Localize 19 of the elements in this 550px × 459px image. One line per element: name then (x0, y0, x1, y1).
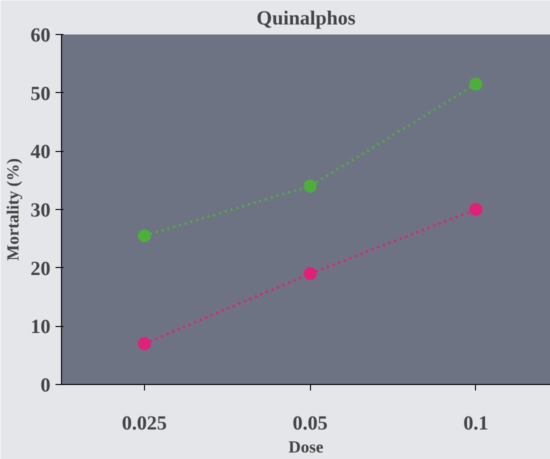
x-axis-title: Dose (288, 438, 324, 456)
y-tick-label: 40 (30, 141, 50, 164)
y-tick-label: 60 (30, 24, 50, 46)
y-tick-label: 20 (30, 258, 50, 280)
x-tick-label: 0.05 (292, 412, 328, 434)
point (138, 337, 151, 350)
y-tick-label: 50 (30, 82, 50, 105)
x-tick-label: 0.025 (122, 412, 167, 434)
chart-title: Quinalphos (256, 8, 356, 30)
point (304, 180, 317, 193)
point (469, 203, 482, 216)
y-tick-label: 30 (30, 200, 50, 222)
y-axis-title: Mortality (%) (4, 158, 22, 261)
point (469, 78, 482, 91)
x-tick-label: 0.1 (463, 412, 488, 434)
point (304, 267, 317, 280)
y-tick-label: 0 (40, 374, 50, 396)
y-tick-label: 10 (30, 316, 50, 338)
point (138, 229, 151, 242)
